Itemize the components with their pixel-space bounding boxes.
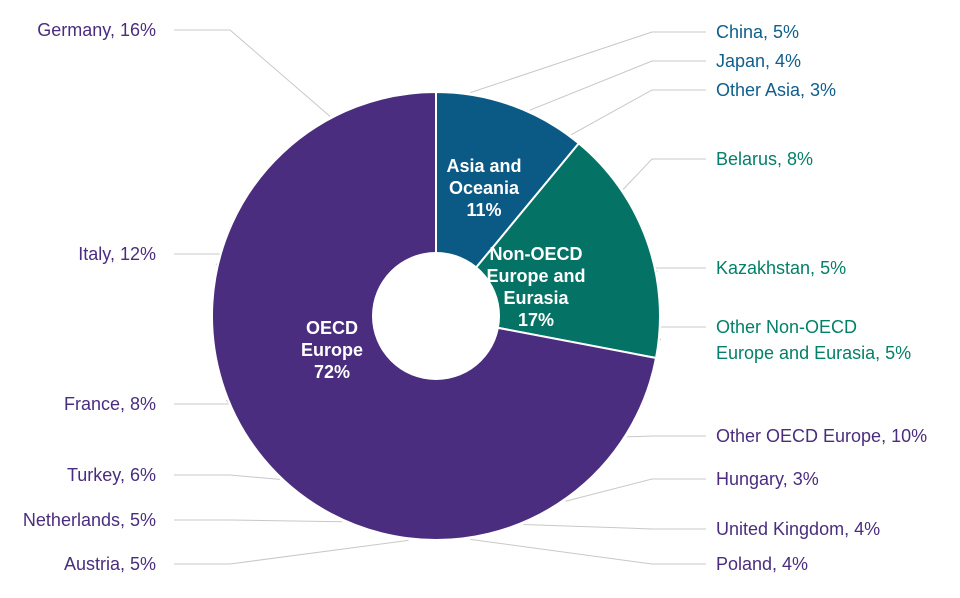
- inner-label-oecd-europe: OECD Europe 72%: [301, 318, 363, 382]
- leader-line-turkey: [174, 474, 280, 480]
- leader-line-austria: [174, 539, 409, 565]
- outer-label-other-oecd-europe: Other OECD Europe, 10%: [716, 426, 927, 446]
- outer-label-germany: Germany, 16%: [37, 20, 156, 40]
- leader-line-japan: [529, 60, 706, 111]
- outer-label-turkey: Turkey, 6%: [67, 465, 156, 485]
- leader-line-united-kingdom: [523, 523, 706, 530]
- leader-line-hungary: [565, 478, 706, 502]
- leader-line-netherlands: [174, 519, 343, 523]
- outer-label-other-non-oecd-europe-and-eurasia: Other Non-OECD Europe and Eurasia, 5%: [716, 317, 911, 363]
- leader-line-china: [470, 31, 706, 94]
- outer-label-france: France, 8%: [64, 394, 156, 414]
- inner-labels: Asia and Oceania 11% Non-OECD Europe and Eura…: [301, 156, 586, 382]
- outer-label-belarus: Belarus, 8%: [716, 149, 813, 169]
- outer-label-italy: Italy, 12%: [78, 244, 156, 264]
- leader-line-kazakhstan: [650, 267, 706, 272]
- outer-label-united-kingdom: United Kingdom, 4%: [716, 519, 880, 539]
- leader-line-germany: [174, 29, 331, 117]
- leader-line-other-oecd-europe: [626, 435, 706, 438]
- outer-label-hungary: Hungary, 3%: [716, 469, 819, 489]
- outer-label-other-asia: Other Asia, 3%: [716, 80, 836, 100]
- outer-label-china: China, 5%: [716, 22, 799, 42]
- leader-line-france: [174, 399, 232, 405]
- outer-label-austria: Austria, 5%: [64, 554, 156, 574]
- inner-label-non-oecd-europe-and-eurasia: Non-OECD Europe and Eurasia 17%: [486, 244, 585, 330]
- leader-line-other-asia: [570, 89, 706, 136]
- center-hole: [372, 252, 500, 380]
- leader-line-poland: [470, 538, 706, 565]
- inner-label-asia-and-oceania: Asia and Oceania 11%: [446, 156, 521, 220]
- inner-slice-asia-and-oceania: [435, 90, 581, 319]
- outer-label-netherlands: Netherlands, 5%: [23, 510, 156, 530]
- leader-line-belarus: [622, 158, 706, 190]
- outer-label-kazakhstan: Kazakhstan, 5%: [716, 258, 846, 278]
- outer-label-japan: Japan, 4%: [716, 51, 801, 71]
- outer-labels: China, 5% Japan, 4% Other Asia, 3% Belarus,…: [23, 20, 927, 574]
- outer-label-poland: Poland, 4%: [716, 554, 808, 574]
